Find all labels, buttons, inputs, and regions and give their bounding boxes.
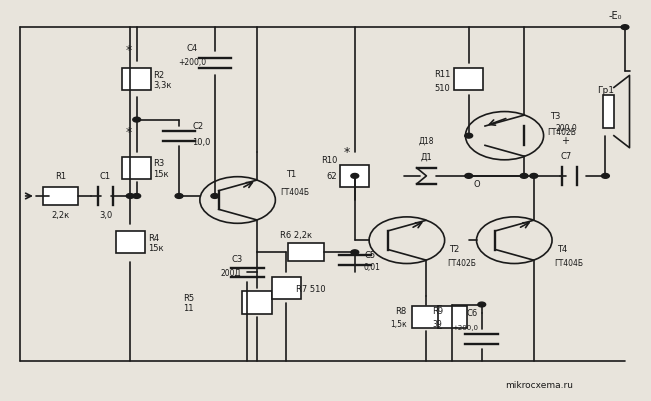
- Circle shape: [478, 302, 486, 307]
- Text: R11: R11: [434, 70, 451, 79]
- Text: Д1: Д1: [421, 152, 432, 161]
- Bar: [438, 306, 467, 328]
- Circle shape: [211, 194, 219, 199]
- Bar: [412, 306, 441, 328]
- Bar: [340, 165, 370, 187]
- Text: R9: R9: [432, 306, 443, 315]
- Bar: [603, 96, 614, 128]
- Circle shape: [602, 174, 609, 179]
- Circle shape: [520, 174, 528, 179]
- Text: 3,0: 3,0: [99, 210, 112, 219]
- Circle shape: [126, 194, 134, 199]
- Text: C5: C5: [365, 250, 376, 259]
- Text: +200,0: +200,0: [178, 58, 206, 67]
- Circle shape: [465, 134, 473, 139]
- Bar: [242, 292, 272, 314]
- Text: T3: T3: [550, 112, 561, 121]
- Text: ГТ402Б: ГТ402Б: [547, 128, 575, 137]
- Text: R10: R10: [321, 156, 337, 165]
- Circle shape: [621, 26, 629, 30]
- Text: *: *: [126, 126, 132, 139]
- Text: C1: C1: [100, 172, 111, 181]
- Text: R8: R8: [395, 306, 406, 315]
- Text: R1: R1: [55, 172, 66, 181]
- Circle shape: [530, 174, 538, 179]
- Circle shape: [351, 174, 359, 179]
- Text: R5
11: R5 11: [183, 293, 195, 312]
- Circle shape: [465, 174, 473, 179]
- Text: T2: T2: [449, 244, 460, 253]
- Text: R4
15к: R4 15к: [148, 233, 164, 252]
- Bar: [43, 188, 78, 205]
- Text: 0,01: 0,01: [363, 262, 380, 271]
- Text: C6: C6: [466, 308, 478, 317]
- Text: -E₀: -E₀: [609, 11, 622, 21]
- Text: C7: C7: [561, 152, 572, 161]
- Text: ГТ404Б: ГТ404Б: [280, 188, 309, 197]
- Text: Д18: Д18: [419, 136, 434, 145]
- Text: О: О: [474, 180, 480, 189]
- Bar: [271, 277, 301, 300]
- Text: mikrocxema.ru: mikrocxema.ru: [505, 381, 573, 389]
- Text: 200,0: 200,0: [555, 124, 577, 133]
- Circle shape: [351, 250, 359, 255]
- Bar: [288, 244, 324, 262]
- Text: R7 510: R7 510: [296, 284, 326, 293]
- Text: C2: C2: [192, 122, 203, 131]
- Circle shape: [175, 194, 183, 199]
- Text: T4: T4: [557, 244, 567, 253]
- Text: +200,0: +200,0: [452, 324, 478, 330]
- Circle shape: [133, 118, 141, 123]
- Text: 200Д: 200Д: [221, 268, 242, 277]
- Text: C4: C4: [186, 44, 198, 53]
- Circle shape: [133, 194, 141, 199]
- Text: T1: T1: [286, 170, 297, 179]
- Text: 10,0: 10,0: [192, 138, 210, 147]
- Text: 1,5к: 1,5к: [390, 320, 407, 328]
- Text: 39: 39: [433, 320, 442, 328]
- Bar: [122, 69, 151, 91]
- Bar: [122, 157, 151, 179]
- Text: 510: 510: [435, 84, 450, 93]
- Text: 62: 62: [327, 172, 337, 181]
- Text: +: +: [561, 136, 569, 145]
- Text: R6 2,2к: R6 2,2к: [280, 230, 312, 239]
- Text: *: *: [343, 146, 350, 159]
- Text: R3
15к: R3 15к: [153, 159, 169, 178]
- Text: *: *: [126, 44, 132, 57]
- Text: ГТ402Б: ГТ402Б: [447, 258, 476, 267]
- Text: R2
3,3к: R2 3,3к: [153, 71, 171, 90]
- Bar: [454, 69, 483, 91]
- Text: C3: C3: [232, 254, 243, 263]
- Text: ГТ404Б: ГТ404Б: [555, 258, 584, 267]
- Text: 2,2к: 2,2к: [51, 210, 70, 219]
- Bar: [116, 232, 145, 254]
- Text: Гр1: Гр1: [597, 86, 614, 95]
